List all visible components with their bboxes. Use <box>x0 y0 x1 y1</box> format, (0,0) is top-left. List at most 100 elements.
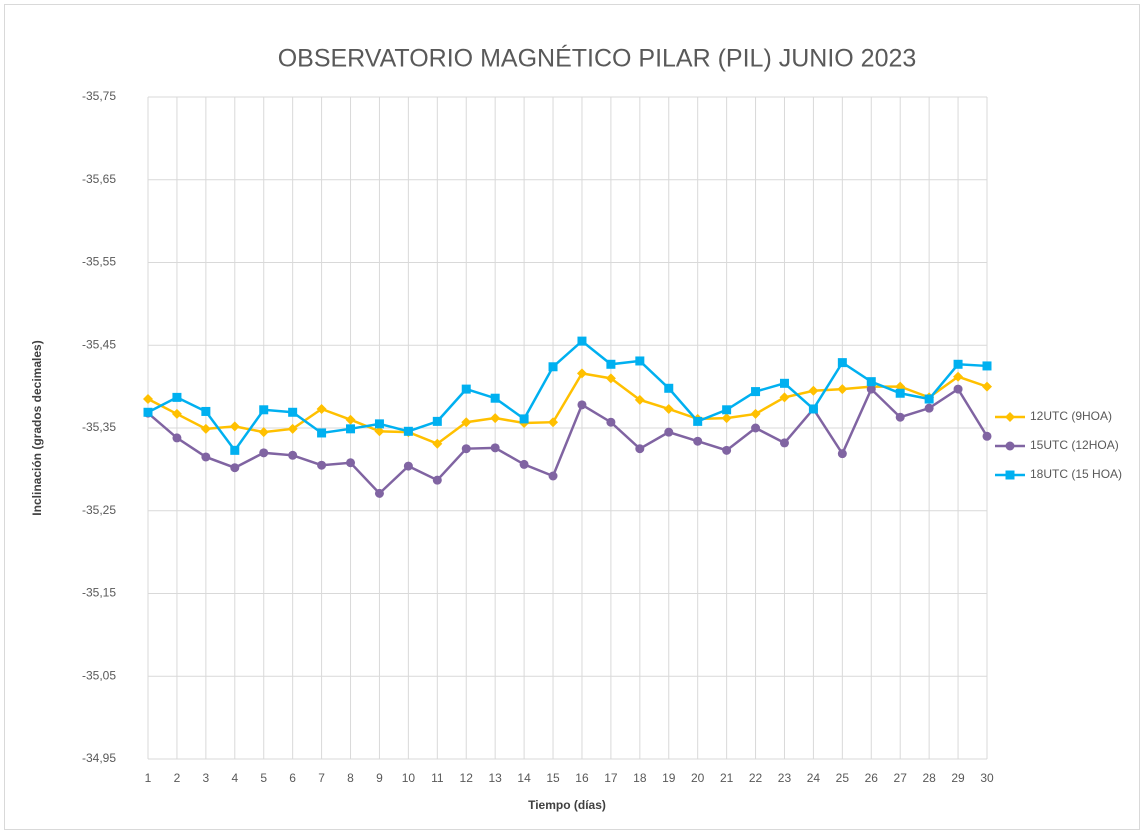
marker <box>982 381 992 392</box>
x-tick-label: 19 <box>662 771 676 785</box>
marker <box>635 356 645 366</box>
marker <box>490 413 501 424</box>
marker <box>837 384 848 395</box>
marker <box>346 458 356 468</box>
y-axis-label: Inclinación (grados decimales) <box>30 340 44 515</box>
marker <box>722 405 732 415</box>
x-tick-label: 13 <box>488 771 502 785</box>
marker <box>866 377 876 387</box>
marker <box>808 385 819 396</box>
marker <box>288 450 298 460</box>
marker <box>548 417 559 428</box>
x-tick-label: 21 <box>720 771 734 785</box>
x-tick-label: 26 <box>865 771 879 785</box>
series-line <box>147 372 988 446</box>
marker <box>953 384 963 394</box>
marker <box>461 384 471 394</box>
marker <box>606 359 616 369</box>
y-tick-label: -34,95 <box>82 751 116 765</box>
marker <box>461 444 471 454</box>
x-tick-label: 9 <box>376 771 383 785</box>
x-tick-label: 1 <box>145 771 152 785</box>
x-tick-label: 20 <box>691 771 705 785</box>
marker <box>345 414 356 425</box>
x-tick-label: 25 <box>836 771 850 785</box>
y-tick-label: -35,25 <box>82 503 116 517</box>
marker <box>837 358 847 368</box>
marker <box>953 359 963 369</box>
marker <box>577 336 587 346</box>
marker <box>374 419 384 429</box>
marker <box>143 394 153 405</box>
marker <box>1005 441 1015 451</box>
marker <box>664 427 674 437</box>
marker <box>924 403 934 413</box>
x-tick-label: 3 <box>203 771 210 785</box>
x-tick-label: 6 <box>289 771 296 785</box>
x-tick-label: 29 <box>951 771 965 785</box>
marker <box>259 448 269 458</box>
marker <box>432 416 442 426</box>
marker <box>172 392 182 402</box>
x-tick-label: 27 <box>894 771 908 785</box>
x-axis-label: Tiempo (días) <box>528 798 606 812</box>
marker <box>548 362 558 372</box>
y-tick-label: -35,05 <box>82 668 116 682</box>
chart-frame <box>4 4 1140 830</box>
series-line <box>147 386 989 496</box>
marker <box>722 445 732 455</box>
marker <box>982 431 992 441</box>
x-tick-label: 17 <box>604 771 618 785</box>
marker <box>635 444 645 454</box>
marker <box>693 436 703 446</box>
series-line <box>147 339 988 453</box>
x-tick-label: 5 <box>260 771 267 785</box>
marker <box>779 438 789 448</box>
marker <box>374 426 385 437</box>
marker <box>229 421 240 432</box>
x-tick-label: 30 <box>980 771 994 785</box>
marker <box>1005 412 1015 422</box>
x-tick-label: 23 <box>778 771 792 785</box>
marker <box>634 394 645 405</box>
x-tick-label: 7 <box>318 771 325 785</box>
x-tick-label: 4 <box>231 771 238 785</box>
legend-label: 12UTC (9HOA) <box>1030 409 1112 423</box>
marker <box>317 428 327 438</box>
x-tick-label: 28 <box>922 771 936 785</box>
marker <box>259 405 269 415</box>
marker <box>837 449 847 459</box>
marker <box>548 471 558 481</box>
marker <box>866 384 876 394</box>
marker <box>287 423 298 434</box>
y-tick-label: -35,45 <box>82 337 116 351</box>
marker <box>779 392 790 403</box>
marker <box>201 452 211 462</box>
marker <box>490 443 500 453</box>
marker <box>721 413 732 424</box>
marker <box>953 371 964 382</box>
x-tick-label: 22 <box>749 771 763 785</box>
marker <box>200 423 211 434</box>
marker <box>403 426 413 436</box>
marker <box>895 412 905 422</box>
x-tick-label: 15 <box>546 771 560 785</box>
marker <box>316 403 327 414</box>
chart-title: OBSERVATORIO MAGNÉTICO PILAR (PIL) JUNIO… <box>278 44 917 73</box>
marker <box>230 463 240 473</box>
marker <box>693 416 703 426</box>
marker <box>461 417 472 428</box>
y-tick-label: -35,35 <box>82 420 116 434</box>
marker <box>288 407 298 417</box>
x-tick-label: 24 <box>807 771 821 785</box>
marker <box>258 427 269 438</box>
marker <box>577 400 587 410</box>
x-tick-label: 16 <box>575 771 589 785</box>
marker <box>201 406 211 416</box>
marker <box>663 403 674 414</box>
x-tick-label: 11 <box>431 771 444 785</box>
x-tick-label: 12 <box>460 771 474 785</box>
marker <box>230 445 240 455</box>
x-tick-label: 2 <box>174 771 181 785</box>
